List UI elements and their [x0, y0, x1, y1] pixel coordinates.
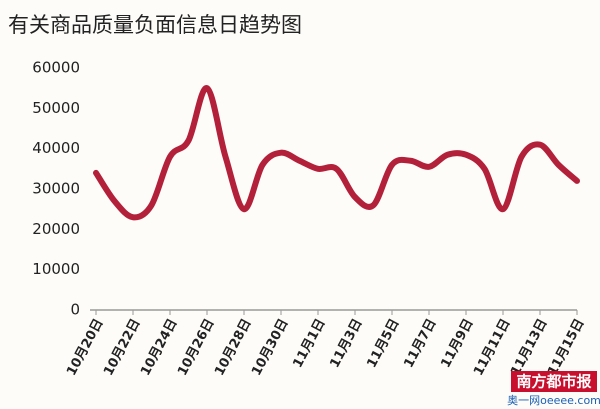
- line: [93, 85, 580, 221]
- chart-title: 有关商品质量负面信息日趋势图: [8, 13, 302, 37]
- y-tick-label: 30000: [32, 180, 80, 198]
- y-tick-label: 0: [70, 301, 80, 319]
- watermark-box: [511, 371, 597, 392]
- watermark-site: 奥一网oeeee.com: [507, 393, 600, 407]
- y-tick-label: 40000: [32, 139, 80, 157]
- y-tick-label: 60000: [32, 59, 80, 77]
- y-tick-label: 20000: [32, 220, 80, 238]
- watermark-brand: 南方都市报: [516, 373, 591, 391]
- y-tick-label: 10000: [32, 260, 80, 278]
- y-tick-label: 50000: [32, 99, 80, 117]
